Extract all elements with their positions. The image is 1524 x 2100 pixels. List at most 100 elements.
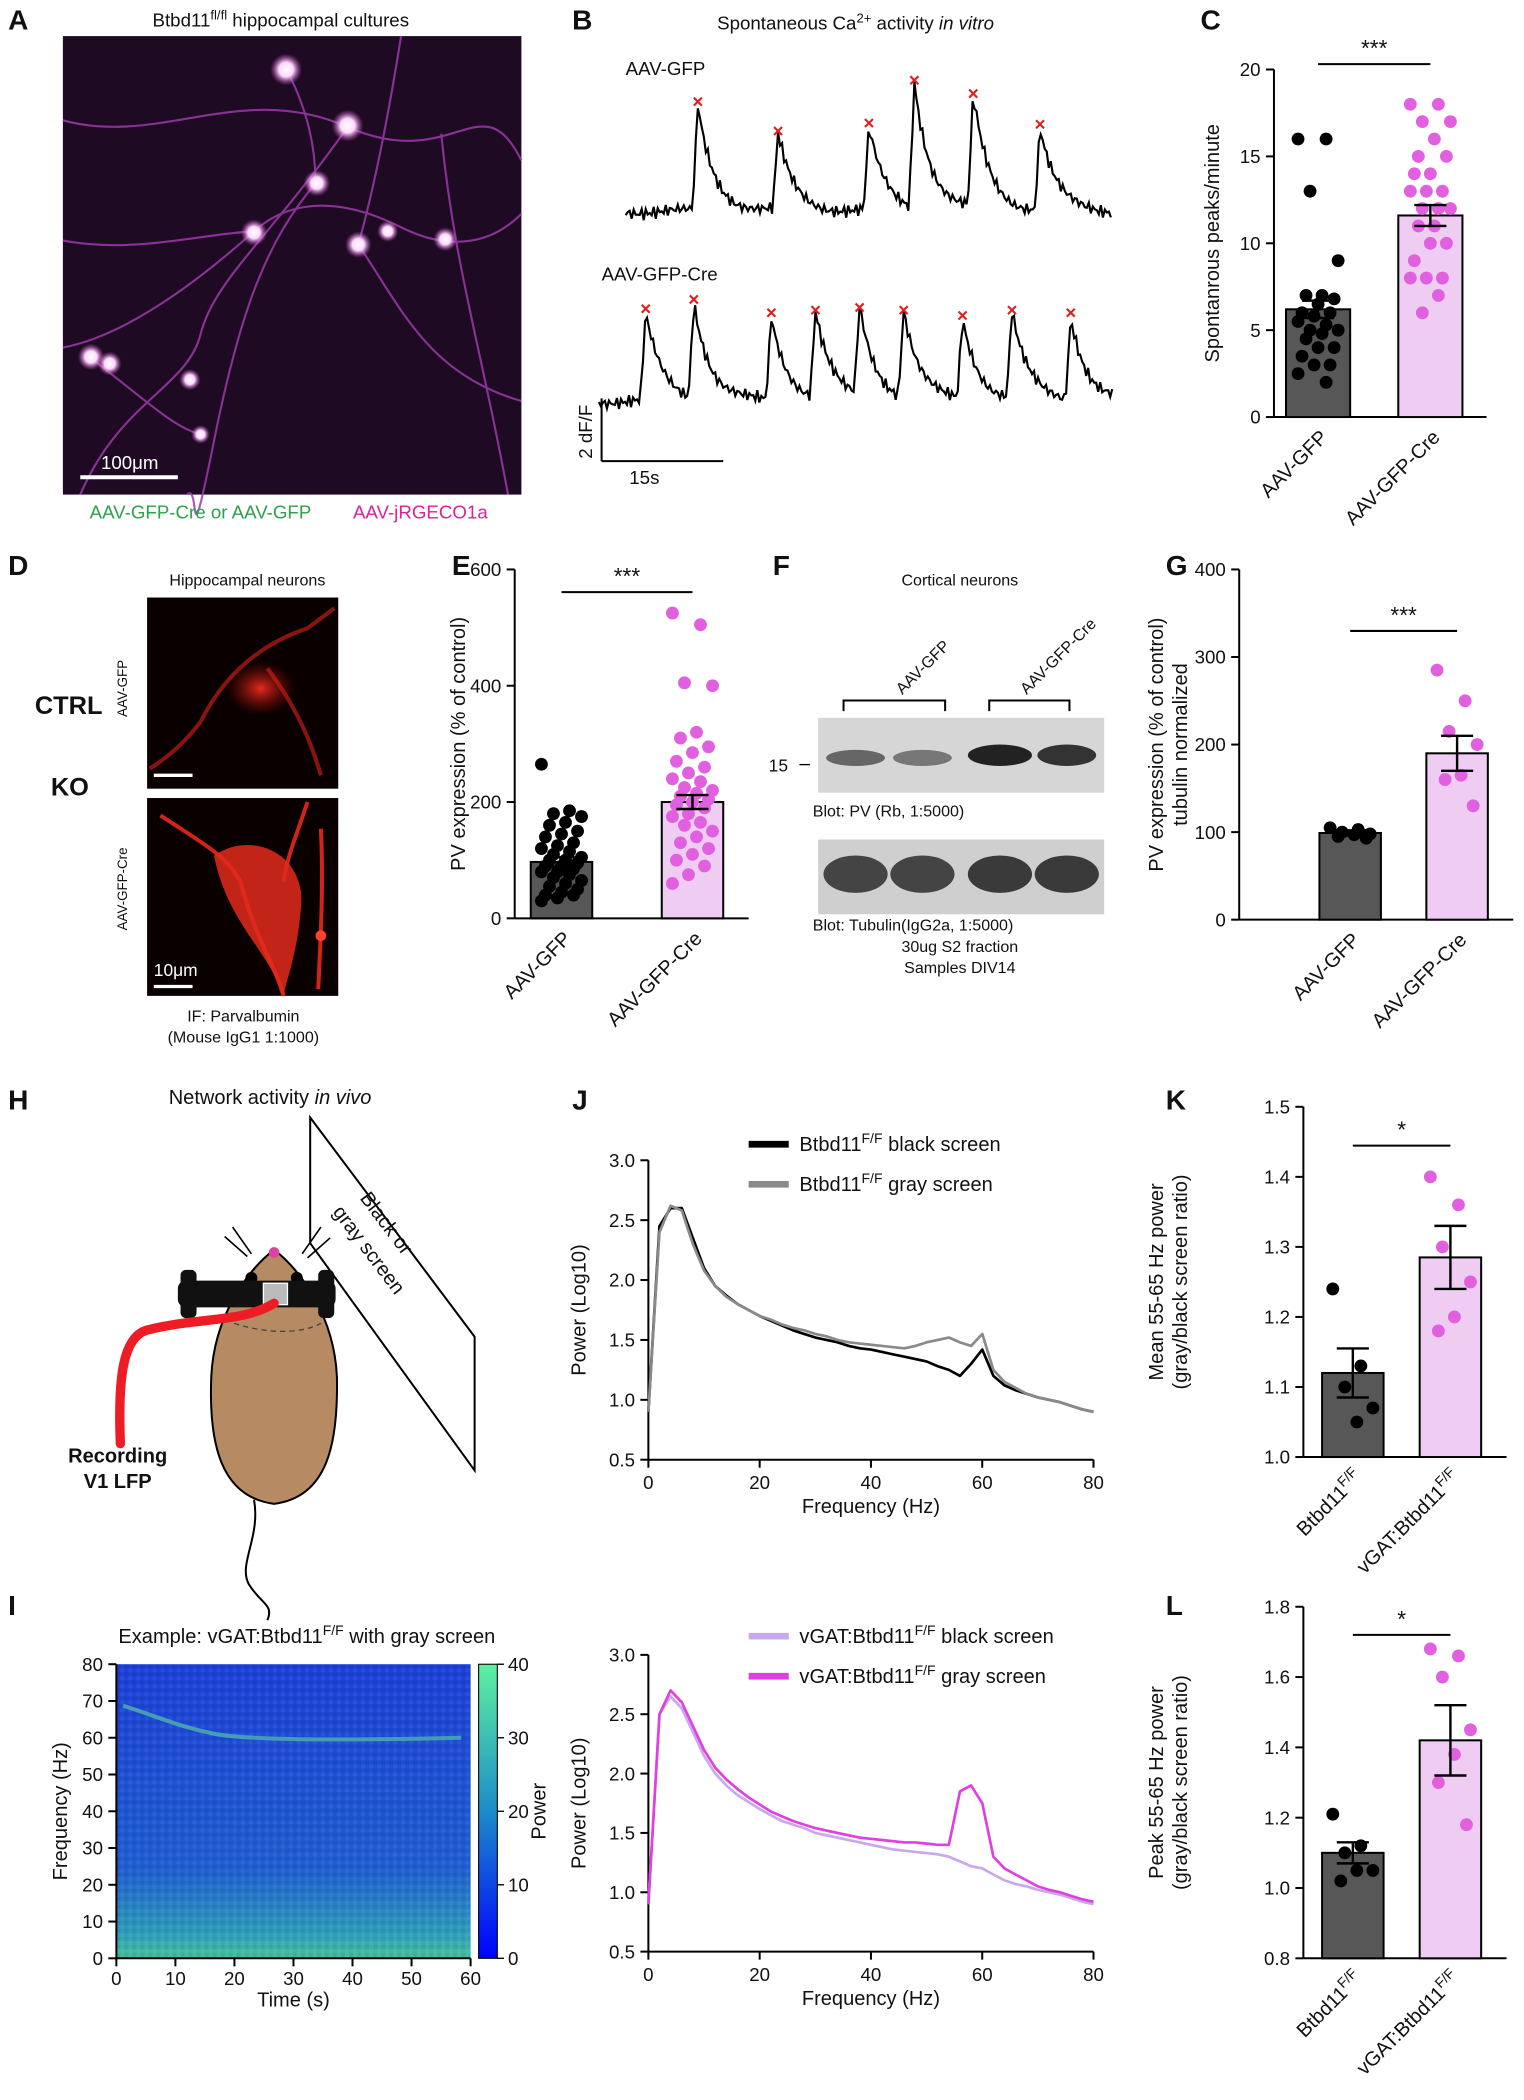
x-tick-label: 20 [749, 1964, 770, 1985]
y-tick-label: 0.8 [1264, 1948, 1290, 1969]
data-point [1326, 1807, 1340, 1821]
panel-letter: K [1166, 1084, 1186, 1115]
peak-marker [1035, 119, 1045, 130]
data-point [674, 731, 687, 745]
data-point [1338, 1380, 1352, 1394]
data-point [1350, 1864, 1364, 1877]
error-bar [1334, 829, 1367, 837]
data-point [1299, 289, 1313, 302]
data-point [1419, 271, 1433, 285]
y-tick-label: 100 [1195, 822, 1226, 843]
error-bar [1441, 734, 1474, 773]
data-point [1407, 254, 1421, 268]
data-point [702, 740, 715, 754]
data-point [1438, 773, 1452, 786]
legend-label: Btbd11F/F gray screen [799, 1170, 992, 1196]
text-segment: vGAT:Btbd11 [799, 1666, 914, 1688]
y-axis-label: Mean 55-65 Hz power [1146, 1183, 1168, 1381]
y-tick-label: 50 [82, 1764, 103, 1785]
text-segment: black screen [883, 1134, 1001, 1156]
x-axis-label: Frequency (Hz) [802, 1496, 940, 1518]
error-bar [1336, 1347, 1369, 1399]
data-point [1366, 1864, 1380, 1877]
x-tick-label: 0 [643, 1472, 653, 1493]
data-point [559, 815, 572, 829]
y-axis-label: tubulin normalized [1170, 663, 1192, 826]
error-bar [545, 856, 578, 868]
y-tick-label: 1.5 [609, 1330, 635, 1351]
data-point [1411, 149, 1425, 163]
x-tick-label: 20 [224, 1968, 245, 1989]
data-point [1415, 306, 1429, 320]
panel-letter: H [8, 1084, 28, 1115]
data-point [1307, 358, 1321, 372]
y-tick-label: 5 [1250, 320, 1260, 341]
legend-label: vGAT:Btbd11F/F black screen [799, 1622, 1053, 1648]
data-point [1295, 349, 1309, 363]
panel-letter: A [8, 4, 28, 35]
scale-bar-label: 10μm [154, 960, 198, 980]
y-tick-label: 1.2 [1264, 1307, 1290, 1328]
data-point [543, 818, 556, 832]
data-point [567, 888, 580, 902]
data-point [1407, 167, 1421, 181]
data-point [1331, 323, 1345, 337]
blot-label: Blot: PV (Rb, 1:5000) [813, 803, 964, 821]
legend-label: vGAT:Btbd11F/F gray screen [799, 1662, 1046, 1688]
data-point [678, 676, 691, 690]
y-axis-label: Power (Log10) [569, 1244, 591, 1376]
data-point [666, 772, 679, 786]
y-tick-label: 1.8 [1264, 1596, 1290, 1617]
y-tick-label: 1.4 [1264, 1737, 1290, 1758]
data-point [535, 757, 548, 771]
y-tick-label: 2.5 [609, 1704, 635, 1725]
peak-marker [1066, 308, 1076, 318]
panel-title: Btbd11fl/fl hippocampal cultures [153, 7, 410, 31]
y-tick-label: 600 [470, 559, 501, 580]
significance-label: *** [1361, 35, 1388, 61]
data-point [694, 618, 707, 632]
row-label: AAV-GFP-Cre [115, 847, 130, 930]
colorbar-tick-label: 0 [508, 1948, 518, 1969]
x-tick-label: 30 [283, 1968, 304, 1989]
y-tick-label: 20 [82, 1874, 103, 1895]
data-point [1403, 271, 1417, 285]
series-line [647, 1689, 1094, 1905]
x-tick-label: 60 [460, 1968, 481, 1989]
y-tick-label: 0 [491, 908, 501, 929]
y-tick-label: 80 [82, 1654, 103, 1675]
x-axis-label: Time (s) [257, 1989, 330, 2011]
caption: 30ug S2 fraction [901, 938, 1018, 956]
data-point [1443, 115, 1457, 129]
significance-label: * [1397, 1606, 1406, 1632]
data-point [1291, 367, 1305, 381]
y-tick-label: 60 [82, 1727, 103, 1748]
text-segment: F/F [915, 1622, 936, 1638]
calcium-traces [597, 75, 1114, 413]
error-bar [676, 793, 709, 811]
y-tick-label: 300 [1195, 647, 1226, 668]
peak-marker [1007, 305, 1017, 315]
data-point [694, 775, 707, 789]
y-tick-label: 2.0 [609, 1763, 635, 1784]
data-point [1458, 694, 1472, 708]
data-point [1319, 375, 1333, 389]
data-point [535, 894, 548, 908]
text-segment: vGAT:Btbd11 [799, 1626, 914, 1648]
data-point [1354, 1359, 1368, 1373]
peak-marker [810, 305, 821, 315]
row-label: CTRL [35, 692, 103, 720]
x-axis-label: Frequency (Hz) [802, 1988, 940, 2010]
data-point [555, 827, 568, 841]
text-segment: F/F [915, 1662, 936, 1678]
text-segment: F/F [861, 1170, 882, 1186]
y-axis-label: Frequency (Hz) [50, 1742, 72, 1880]
data-point [1338, 1846, 1352, 1860]
y-tick-label: 10 [1240, 233, 1261, 254]
panel-title: Hippocampal neurons [169, 571, 325, 589]
y-axis-label: PV expression (% of control) [1146, 618, 1168, 872]
text-segment: F/F [861, 1130, 882, 1146]
y-tick-label: 40 [82, 1801, 103, 1822]
data-point [1323, 358, 1337, 372]
